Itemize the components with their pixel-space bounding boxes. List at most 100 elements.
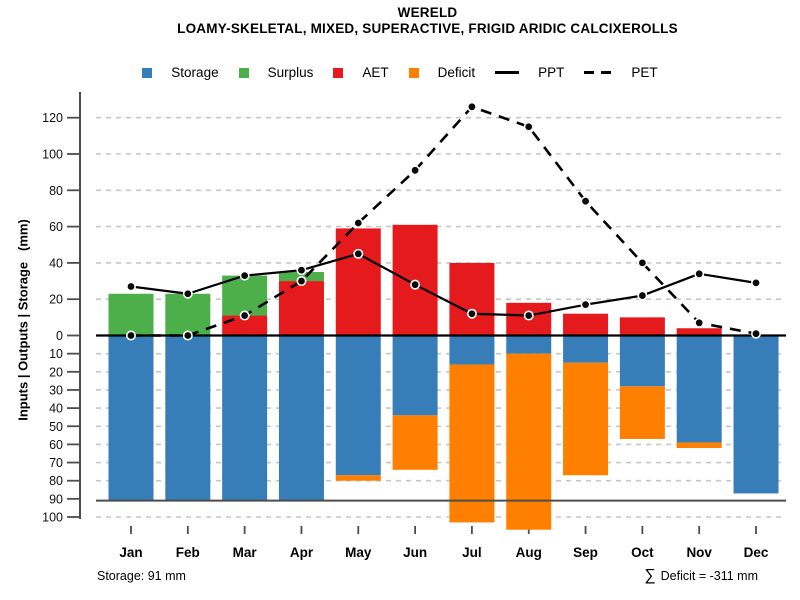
legend-item-storage: Storage — [142, 65, 219, 80]
y-axis: 0 20 40 60 80 100 120 10 20 30 40 50 60 70 80 90 100 — [42, 92, 81, 525]
month-label-oct: Oct — [631, 545, 654, 560]
ppt-point-feb — [182, 288, 193, 299]
bar-aet-apr — [278, 281, 324, 336]
bar-storage-may — [335, 335, 381, 476]
bar-aet-may — [335, 228, 381, 336]
bar-storage-sep — [563, 335, 609, 363]
y-tick-label: 30 — [49, 383, 63, 397]
storage-note: Storage: 91 mm — [97, 569, 186, 583]
legend-item-surplus: Surplus — [238, 65, 314, 80]
bar-deficit-nov — [676, 442, 722, 449]
page-title: WERELD — [397, 5, 458, 20]
bar-storage-dec — [733, 335, 779, 494]
y-tick-label: 60 — [49, 220, 63, 234]
y-tick-label: 40 — [49, 402, 63, 416]
page-subtitle: LOAMY-SKELETAL, MIXED, SUPERACTIVE, FRIG… — [177, 21, 678, 36]
bar-storage-nov — [676, 335, 722, 443]
bar-deficit-may — [335, 475, 381, 481]
legend-item-aet: AET — [333, 65, 389, 80]
y-tick-label: 20 — [49, 293, 63, 307]
pet-point-apr — [296, 276, 307, 287]
month-label-may: May — [345, 545, 372, 560]
legend-item-ppt: PPT — [495, 65, 564, 80]
legend-item-pet: PET — [584, 65, 658, 80]
ppt-point-nov — [694, 268, 705, 279]
y-tick-label: 40 — [49, 256, 63, 270]
bar-surplus-jan — [108, 293, 154, 336]
y-tick-label: 100 — [42, 148, 63, 162]
bar-surplus-mar — [222, 275, 268, 316]
pet-point-jun — [410, 165, 421, 176]
deficit-swatch-icon — [408, 67, 419, 78]
ppt-point-jul — [466, 308, 477, 319]
bar-deficit-aug — [506, 353, 552, 530]
pet-dashed-line-icon — [584, 71, 612, 74]
y-tick-label: 60 — [49, 438, 63, 452]
bar-aet-jul — [449, 262, 495, 336]
pet-point-oct — [637, 257, 648, 268]
legend-label-ppt: PPT — [538, 65, 565, 80]
pet-point-aug — [523, 121, 534, 132]
bar-storage-apr — [278, 335, 324, 501]
legend-label-storage: Storage — [171, 65, 219, 80]
y-tick-label: 120 — [42, 111, 63, 125]
y-tick-label: 90 — [49, 492, 63, 506]
y-tick-label: 50 — [49, 420, 63, 434]
y-tick-label: 70 — [49, 456, 63, 470]
legend-label-aet: AET — [362, 65, 389, 80]
ppt-solid-line-icon — [495, 71, 520, 74]
month-label-dec: Dec — [744, 545, 769, 560]
month-label-jun: Jun — [403, 545, 427, 560]
bar-deficit-sep — [563, 362, 609, 476]
pet-point-jul — [466, 101, 477, 112]
deficit-note: ∑ Deficit = -311 mm — [644, 568, 758, 584]
pet-point-sep — [580, 196, 591, 207]
month-label-nov: Nov — [686, 545, 712, 560]
pet-line — [126, 101, 762, 341]
bar-storage-jul — [449, 335, 495, 365]
y-tick-label: 10 — [49, 347, 63, 361]
bar-storage-oct — [619, 335, 665, 387]
month-label-apr: Apr — [290, 545, 314, 560]
month-label-jan: Jan — [119, 545, 142, 560]
ppt-line — [126, 248, 762, 321]
y-tick-label: 0 — [56, 329, 63, 343]
bars — [108, 224, 779, 530]
bar-storage-feb — [165, 335, 211, 501]
ppt-point-jan — [126, 281, 137, 292]
y-tick-label: 100 — [42, 511, 63, 525]
pet-point-feb — [182, 330, 193, 341]
pet-point-may — [353, 217, 364, 228]
aet-swatch-icon — [333, 67, 344, 78]
bar-aet-sep — [563, 313, 609, 336]
ppt-point-oct — [637, 290, 648, 301]
pet-point-nov — [694, 317, 705, 328]
gridlines — [96, 116, 786, 518]
ppt-point-mar — [239, 270, 250, 281]
month-label-sep: Sep — [573, 545, 598, 560]
pet-point-dec — [751, 328, 762, 339]
surplus-swatch-icon — [238, 67, 249, 78]
y-tick-label: 20 — [49, 365, 63, 379]
bar-deficit-jul — [449, 364, 495, 523]
y-tick-label: 80 — [49, 184, 63, 198]
ppt-point-jun — [410, 279, 421, 290]
ppt-point-apr — [296, 265, 307, 276]
bar-aet-oct — [619, 317, 665, 336]
legend-label-deficit: Deficit — [437, 65, 476, 80]
storage-swatch-icon — [142, 67, 153, 78]
sigma-symbol: ∑ — [644, 567, 656, 584]
bar-storage-jun — [392, 335, 438, 416]
legend-item-deficit: Deficit — [408, 65, 476, 80]
ppt-point-dec — [751, 277, 762, 288]
legend-label-surplus: Surplus — [267, 65, 314, 80]
ppt-point-aug — [523, 310, 534, 321]
bar-storage-aug — [506, 335, 552, 354]
bar-deficit-jun — [392, 415, 438, 470]
bar-deficit-oct — [619, 386, 665, 439]
chart-legend: Storage Surplus AET Deficit PPT PET — [0, 65, 800, 80]
bar-aet-nov — [676, 328, 722, 336]
month-label-aug: Aug — [516, 545, 542, 560]
month-labels: Jan Feb Mar Apr May Jun Jul Aug Sep Oct Nov Dec — [119, 545, 769, 560]
